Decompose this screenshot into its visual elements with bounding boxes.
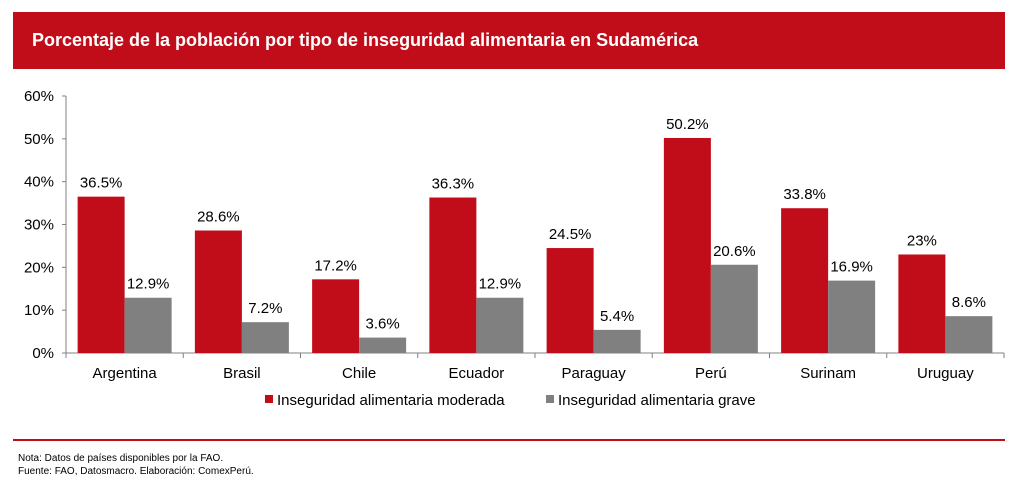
x-category-label: Ecuador xyxy=(448,365,504,382)
footer-notes: Nota: Datos de países disponibles por la… xyxy=(18,452,254,478)
bar-moderada xyxy=(898,254,946,353)
source-text: Fuente: FAO, Datosmacro. Elaboración: Co… xyxy=(18,466,254,477)
y-tick-label: 20% xyxy=(24,259,54,276)
legend-label: Inseguridad alimentaria grave xyxy=(558,392,756,409)
y-tick-label: 40% xyxy=(24,174,54,191)
data-label: 33.8% xyxy=(783,186,826,203)
bar-moderada xyxy=(194,230,242,353)
x-category-label: Surinam xyxy=(800,365,856,382)
data-label: 8.6% xyxy=(952,294,986,311)
data-label: 36.5% xyxy=(80,175,123,192)
legend-label: Inseguridad alimentaria moderada xyxy=(277,392,505,409)
x-category-label: Argentina xyxy=(93,365,158,382)
x-category-label: Chile xyxy=(342,365,376,382)
bar-moderada xyxy=(429,197,477,353)
bar-chart: 0% 10% 20% 30% 40% 50% 60% 36.5% 12.9% Argentina 2… xyxy=(24,88,1005,409)
data-label: 7.2% xyxy=(248,300,282,317)
data-label: 17.2% xyxy=(314,257,357,274)
footer-divider xyxy=(13,439,1005,441)
data-label: 50.2% xyxy=(666,116,709,133)
x-category-label: Paraguay xyxy=(562,365,627,382)
y-tick-label: 30% xyxy=(24,217,54,234)
data-label: 12.9% xyxy=(479,276,522,293)
legend-swatch-grave xyxy=(546,395,554,403)
bar-grave xyxy=(945,316,993,353)
bar-grave xyxy=(710,264,758,353)
y-tick-label: 50% xyxy=(24,131,54,148)
bar-grave xyxy=(476,297,524,353)
data-label: 5.4% xyxy=(600,308,634,325)
bar-grave xyxy=(124,297,172,353)
x-category-label: Perú xyxy=(695,365,727,382)
data-label: 12.9% xyxy=(127,276,170,293)
bar-moderada xyxy=(77,196,125,353)
bar-moderada xyxy=(781,208,829,353)
x-category-label: Uruguay xyxy=(917,365,974,382)
bar-grave xyxy=(359,337,407,353)
data-label: 23% xyxy=(907,232,937,249)
data-label: 20.6% xyxy=(713,243,756,260)
data-label: 36.3% xyxy=(432,176,475,193)
data-label: 3.6% xyxy=(366,316,400,333)
bar-moderada xyxy=(312,279,360,353)
y-tick-label: 0% xyxy=(32,345,54,362)
y-tick-label: 60% xyxy=(24,88,54,105)
y-tick-label: 10% xyxy=(24,302,54,319)
data-label: 24.5% xyxy=(549,226,592,243)
x-category-label: Brasil xyxy=(223,365,261,382)
bar-grave xyxy=(828,280,876,353)
bar-moderada xyxy=(546,248,594,353)
data-label: 28.6% xyxy=(197,208,240,225)
bar-grave xyxy=(593,329,641,353)
chart-header: Porcentaje de la población por tipo de i… xyxy=(13,12,1005,69)
note-text: Nota: Datos de países disponibles por la… xyxy=(18,453,224,464)
bar-moderada xyxy=(663,137,711,353)
bar-grave xyxy=(241,322,289,353)
data-label: 16.9% xyxy=(830,259,873,276)
legend-swatch-moderada xyxy=(265,395,273,403)
chart-title: Porcentaje de la población por tipo de i… xyxy=(32,30,699,50)
